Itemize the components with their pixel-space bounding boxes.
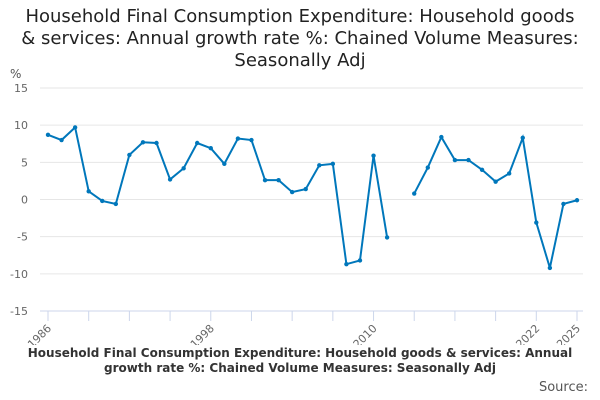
data-point (167, 177, 173, 182)
data-point (330, 161, 336, 167)
data-point (425, 165, 430, 170)
series-line (413, 133, 578, 269)
data-point (154, 140, 159, 146)
data-point (547, 265, 553, 271)
y-tick-label: 15 (14, 82, 28, 95)
data-point (100, 198, 105, 204)
y-tick-label: -10 (10, 268, 28, 281)
y-tick-label: -15 (10, 305, 28, 318)
data-point (235, 136, 241, 141)
data-point (371, 153, 376, 158)
chart-caption: Household Final Consumption Expenditure:… (27, 346, 573, 375)
data-point (195, 140, 200, 146)
data-point (113, 201, 119, 207)
data-point (181, 166, 186, 171)
x-tick-label: 1986 (25, 322, 54, 345)
data-point (574, 198, 580, 203)
data-point (262, 177, 268, 183)
data-point (45, 132, 51, 138)
data-point (249, 137, 254, 143)
data-point (303, 186, 308, 192)
data-point (127, 152, 132, 158)
data-point (561, 201, 566, 207)
series-line (47, 125, 389, 266)
source-label: Source: (538, 380, 588, 395)
data-point (412, 191, 417, 196)
data-point (479, 167, 485, 172)
data-point (506, 171, 512, 176)
data-point (86, 189, 91, 194)
data-point (276, 177, 281, 183)
data-point (452, 157, 458, 163)
line-chart: 15 10 5 0 -5 -10 -15 1986 1998 2010 2022 2025 % (10, 67, 583, 345)
data-point (466, 157, 471, 163)
data-point (208, 146, 213, 151)
y-tick-label: 5 (21, 156, 28, 169)
data-point (439, 134, 444, 140)
data-point (344, 261, 349, 267)
x-tick-label: 1998 (188, 322, 217, 345)
data-point (289, 189, 295, 195)
data-point (384, 235, 390, 240)
y-tick-label: 10 (14, 119, 28, 132)
data-point (140, 140, 146, 145)
y-tick-label: 0 (21, 194, 28, 207)
x-tick-label: 2022 (513, 322, 542, 345)
x-tick-label: 2025 (554, 322, 583, 345)
data-point (317, 163, 322, 168)
y-axis-label: % (10, 67, 21, 81)
data-point (493, 179, 498, 184)
chart-title: Household Final Consumption Expenditure:… (21, 6, 579, 71)
y-tick-label: -5 (17, 231, 28, 244)
data-point (520, 135, 525, 141)
data-point (357, 258, 363, 263)
data-point (59, 137, 64, 143)
x-tick-label: 2010 (351, 322, 380, 345)
data-point (72, 125, 78, 130)
data-point (534, 220, 539, 225)
data-point (222, 161, 227, 167)
